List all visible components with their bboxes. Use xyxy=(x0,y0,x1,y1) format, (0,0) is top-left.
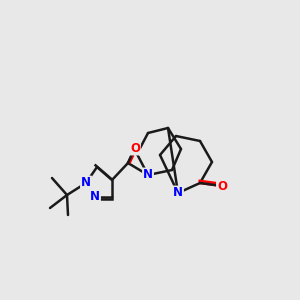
Text: N: N xyxy=(143,169,153,182)
Text: N: N xyxy=(173,187,183,200)
Text: N: N xyxy=(81,176,91,190)
Text: N: N xyxy=(90,190,100,203)
Text: O: O xyxy=(217,179,227,193)
Text: O: O xyxy=(130,142,140,154)
